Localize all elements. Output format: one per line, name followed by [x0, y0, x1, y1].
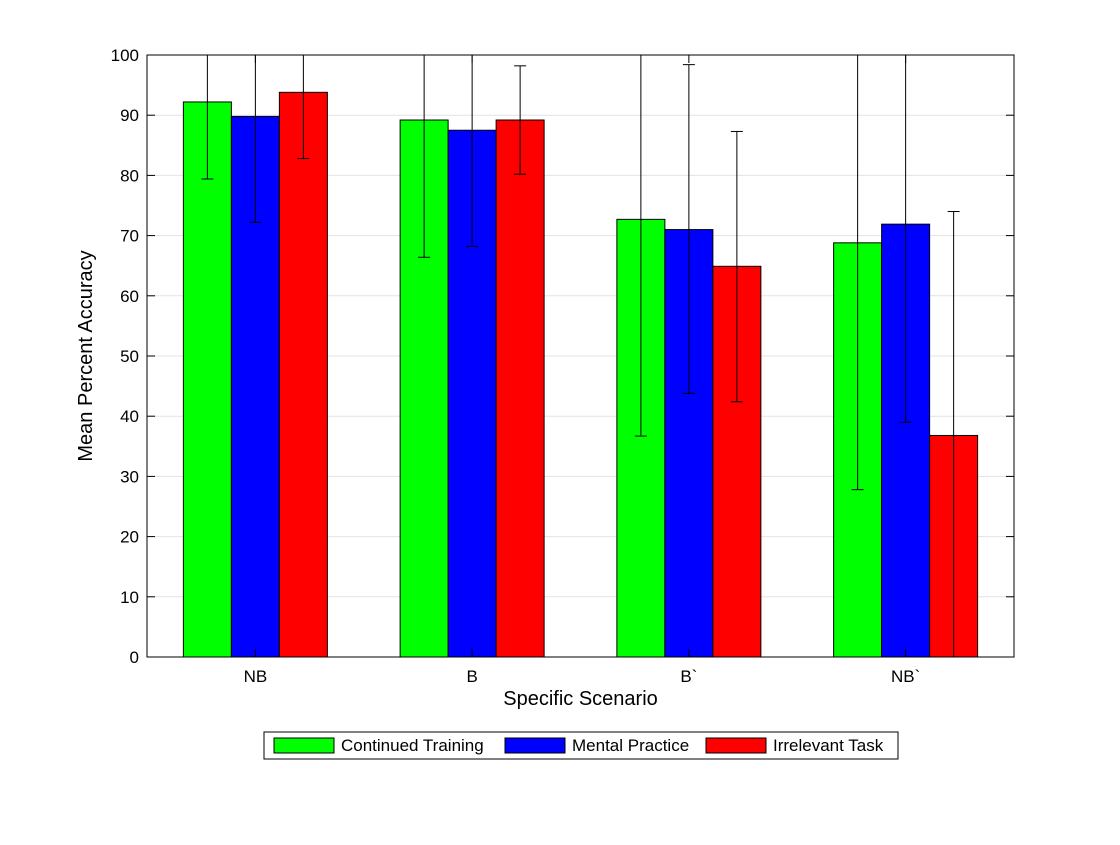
- y-tick-label: 100: [111, 46, 139, 65]
- legend-swatch: [273, 737, 335, 754]
- y-tick-label: 80: [120, 166, 139, 185]
- y-tick-label: 50: [120, 347, 139, 366]
- errorbar-layer: [201, 55, 960, 657]
- x-tick-layer: NB B B` NB`: [244, 55, 920, 686]
- legend: Continued Training Mental Practice Irrelev…: [263, 731, 899, 760]
- y-tick-layer: 0 10 20 30 40 50 60 70 80 90 100: [111, 46, 1014, 667]
- legend-swatch: [504, 737, 566, 754]
- y-tick-label: 60: [120, 287, 139, 306]
- y-tick-label: 30: [120, 467, 139, 486]
- x-tick-label: B`: [680, 667, 697, 686]
- legend-label: Mental Practice: [572, 736, 689, 755]
- y-tick-label: 40: [120, 407, 139, 426]
- y-tick-label: 0: [130, 648, 139, 667]
- y-tick-label: 20: [120, 528, 139, 547]
- y-axis-label: Mean Percent Accuracy: [75, 250, 97, 461]
- x-tick-label: NB`: [891, 667, 920, 686]
- bars-layer: [182, 91, 979, 658]
- bar: [495, 119, 545, 658]
- y-tick-label: 70: [120, 227, 139, 246]
- x-axis-label: Specific Scenario: [503, 688, 658, 710]
- legend-swatch: [705, 737, 767, 754]
- bar: [182, 101, 232, 658]
- x-tick-label: NB: [244, 667, 268, 686]
- x-tick-label: B: [466, 667, 477, 686]
- legend-box: [263, 731, 899, 760]
- y-tick-label: 90: [120, 106, 139, 125]
- legend-label: Continued Training: [341, 736, 484, 755]
- y-tick-label: 10: [120, 588, 139, 607]
- bar: [278, 91, 328, 658]
- legend-label: Irrelevant Task: [773, 736, 884, 755]
